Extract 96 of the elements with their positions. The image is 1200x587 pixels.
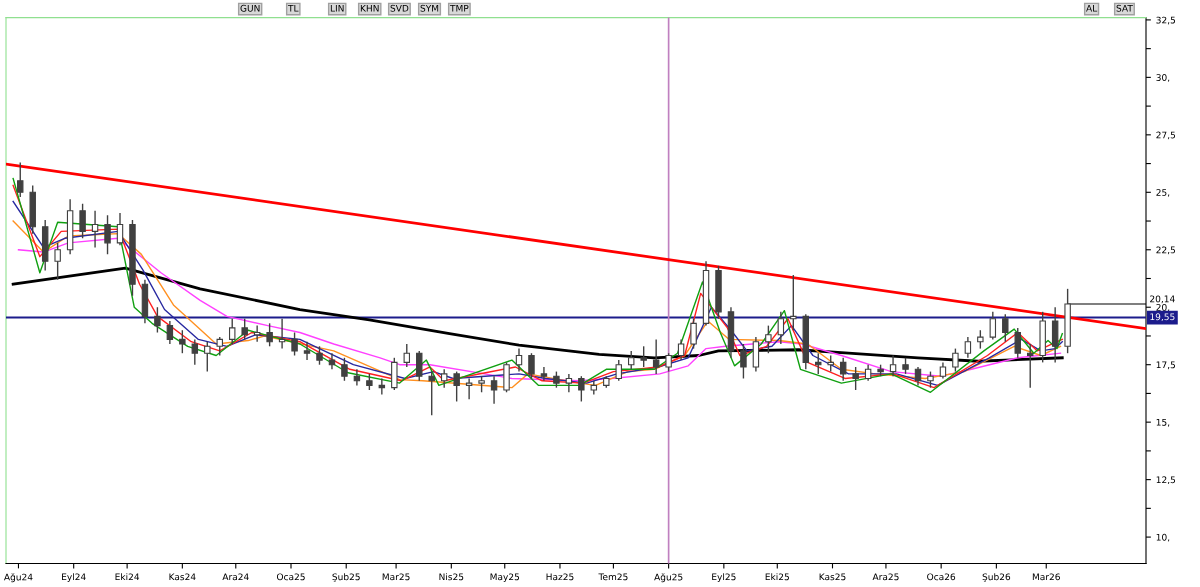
candlestick	[241, 318, 248, 341]
y-tick-label: 32,5	[1156, 16, 1176, 25]
x-tick-label: Eyl24	[62, 573, 86, 582]
candlestick	[490, 375, 498, 405]
candlestick	[116, 212, 124, 246]
candlestick	[266, 322, 273, 348]
candlestick	[790, 274, 797, 331]
candlestick	[1014, 327, 1021, 359]
candlestick	[91, 209, 99, 249]
x-tick-label: Mar25	[382, 573, 410, 581]
candlestick	[690, 318, 697, 350]
candlestick	[303, 341, 311, 361]
x-tick-label: May25	[490, 573, 520, 582]
candlestick	[540, 366, 548, 382]
candlestick	[191, 338, 199, 366]
candlestick	[740, 343, 747, 380]
candlestick	[17, 161, 24, 198]
text: TL	[287, 4, 299, 12]
x-tick-label: Nis25	[439, 573, 464, 581]
y-tick-label: 12,5	[1156, 476, 1176, 485]
x-tick-label: Şub25	[332, 573, 360, 582]
candlestick	[677, 338, 685, 361]
candlestick	[453, 370, 460, 403]
candlestick	[627, 350, 635, 370]
y-tick-label: 15,	[1156, 419, 1170, 427]
x-tick-label: Ağu25	[654, 573, 683, 583]
x-tick-label: Tem25	[598, 573, 628, 581]
candlestick	[216, 336, 223, 357]
candlestick	[166, 320, 174, 345]
candlestick	[416, 350, 423, 382]
candlestick	[291, 331, 298, 357]
candlestick	[765, 324, 772, 354]
candlestick	[815, 352, 822, 375]
x-tick-label: Eyl25	[712, 573, 736, 582]
x-tick-label: Şub26	[982, 573, 1011, 582]
candlestick	[104, 214, 111, 256]
candlestick	[179, 329, 186, 354]
ref-line-label: 20,14	[1150, 295, 1175, 304]
candlestick	[952, 347, 959, 373]
candlestick	[1026, 343, 1034, 389]
candlestick	[1002, 313, 1009, 343]
candlestick	[839, 357, 847, 382]
candlestick	[403, 343, 411, 368]
y-tick-label: 22,5	[1156, 246, 1176, 255]
candlestick	[578, 375, 585, 403]
candlestick	[54, 242, 61, 281]
text: LIN	[330, 4, 344, 12]
candlestick	[79, 203, 86, 239]
candlestick	[440, 368, 448, 389]
text: SAT	[1116, 4, 1133, 12]
x-tick-label: Ara24	[222, 573, 249, 581]
candlestick	[652, 338, 660, 375]
candlestick	[852, 366, 859, 391]
y-tick-label: 17,5	[1156, 361, 1176, 370]
y-tick-label: 27,5	[1156, 131, 1176, 140]
candlestick	[914, 366, 922, 387]
x-tick-label: Oca25	[276, 573, 305, 581]
text: TMP	[449, 4, 469, 12]
text: SVD	[390, 4, 409, 12]
candlestick	[989, 311, 997, 341]
candlestick	[341, 357, 348, 382]
x-tick-label: Kas25	[819, 573, 846, 581]
candlestick	[665, 352, 672, 373]
candlestick	[565, 373, 573, 393]
candlestick	[204, 341, 211, 373]
candlestick	[977, 329, 984, 350]
candlestick	[777, 311, 785, 345]
y-tick-label: 30,	[1156, 74, 1170, 82]
text: GUN	[240, 4, 260, 12]
candlestick	[889, 354, 897, 377]
candlestick	[228, 318, 236, 345]
x-tick-label: Eki24	[115, 573, 140, 581]
y-tick-label: 25,	[1156, 189, 1170, 197]
text: AL	[1086, 4, 1098, 12]
candlestick	[428, 370, 435, 416]
candlestick	[528, 352, 535, 380]
y-tick-label: 10,	[1156, 533, 1170, 542]
text: KHN	[360, 4, 379, 12]
x-tick-label: Mar26	[1032, 573, 1060, 581]
candlestick	[964, 336, 972, 359]
candlestick	[316, 345, 323, 366]
x-tick-label: Ara25	[872, 573, 899, 581]
y-tick-label: 20,	[1156, 303, 1170, 312]
x-tick-label: Kas24	[169, 573, 196, 581]
x-tick-label: Eki25	[765, 573, 789, 581]
candlestick	[515, 347, 523, 373]
candlestick	[328, 352, 336, 370]
text: SYM	[420, 4, 439, 12]
candlestick	[615, 359, 622, 382]
x-tick-label: Oca26	[927, 573, 956, 581]
candlestick	[640, 345, 647, 368]
candlestick	[154, 306, 161, 334]
x-tick-label: Ağu24	[3, 573, 33, 583]
candlestick	[465, 377, 473, 400]
ref-line-label: 19,55	[1150, 313, 1175, 322]
x-tick-label: Haz25	[546, 573, 574, 581]
